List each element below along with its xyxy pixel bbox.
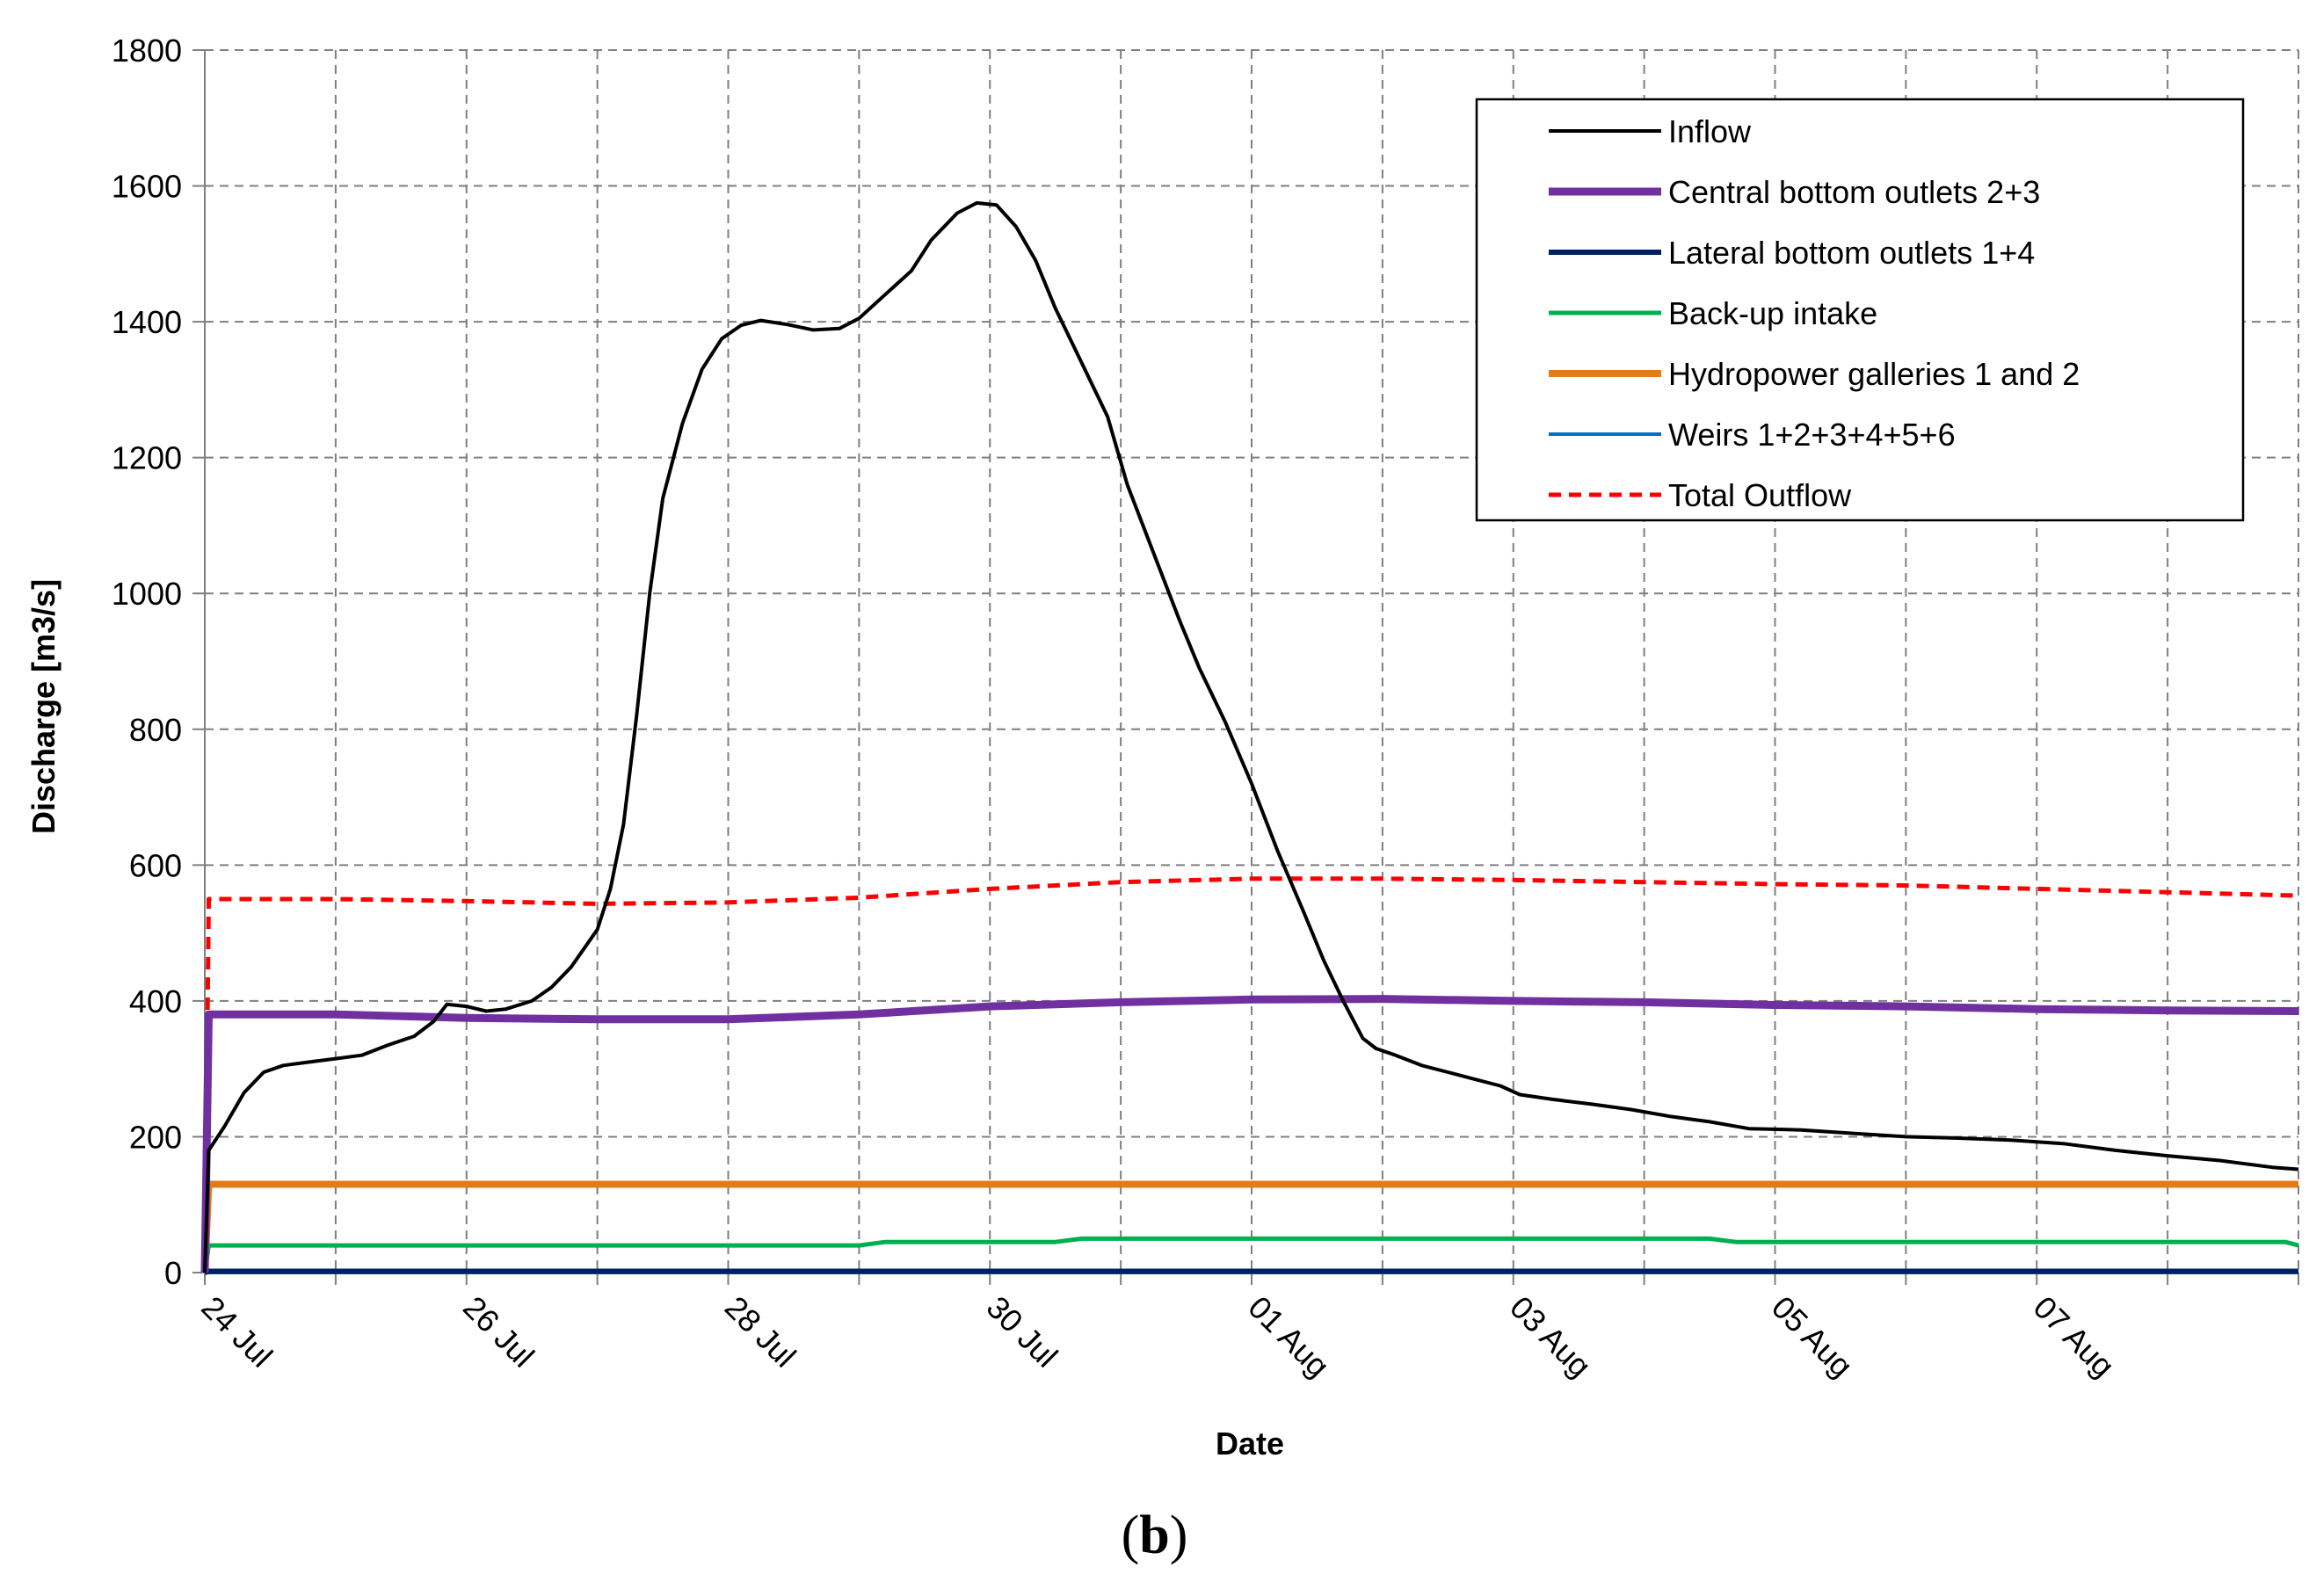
y-tick-label: 1400 <box>112 304 182 340</box>
series-line-lateral-bottom-outlets-1-4 <box>204 1268 2298 1275</box>
legend-label: Total Outflow <box>1668 477 1852 513</box>
caption-letter: b <box>1139 1505 1170 1565</box>
figure-caption: (b) <box>1121 1505 1188 1565</box>
y-tick-label: 400 <box>129 983 182 1019</box>
legend-label: Central bottom outlets 2+3 <box>1668 174 2040 210</box>
x-tick-label: 05 Aug <box>1765 1289 1860 1384</box>
y-tick-label: 200 <box>129 1119 182 1155</box>
x-tick-label: 24 Jul <box>194 1289 280 1375</box>
y-axis-title: Discharge [m3/s] <box>25 579 62 834</box>
grid <box>205 49 2299 1273</box>
x-tick-label: 26 Jul <box>456 1289 541 1375</box>
legend-label: Weirs 1+2+3+4+5+6 <box>1668 417 1956 453</box>
x-tick-label: 30 Jul <box>980 1289 1065 1375</box>
y-tick-label: 600 <box>129 847 182 883</box>
y-tick-label: 0 <box>164 1255 182 1291</box>
x-axis-title: Date <box>1216 1426 1284 1462</box>
series-line-inflow <box>203 200 2299 1273</box>
y-tick-label: 800 <box>129 712 182 748</box>
series-line-hydropower-galleries-1-and-2 <box>201 1180 2298 1273</box>
y-tick-label: 1000 <box>112 576 182 612</box>
y-tick-label: 1800 <box>112 33 182 69</box>
x-tick-label: 07 Aug <box>2027 1289 2122 1384</box>
legend-label: Lateral bottom outlets 1+4 <box>1668 235 2035 271</box>
series-lines <box>200 200 2299 1275</box>
x-tick-label: 03 Aug <box>1503 1289 1598 1384</box>
series-line-back-up-intake <box>202 1236 2299 1273</box>
x-tick-label: 28 Jul <box>718 1289 803 1375</box>
x-tick-label: 01 Aug <box>1241 1289 1336 1384</box>
y-tick-label: 1200 <box>112 440 182 476</box>
series-line-total-outflow <box>202 876 2299 1273</box>
legend-box <box>1475 98 2245 522</box>
legend-label: Inflow <box>1668 113 1752 149</box>
legend-label: Hydropower galleries 1 and 2 <box>1668 356 2080 392</box>
series-line-central-bottom-outlets-2-3 <box>200 995 2299 1273</box>
y-tick-label: 1600 <box>112 169 182 205</box>
legend-label: Back-up intake <box>1668 295 1877 331</box>
legend: Inflow Central bottom outlets 2+3 Lateral … <box>1475 98 2245 522</box>
